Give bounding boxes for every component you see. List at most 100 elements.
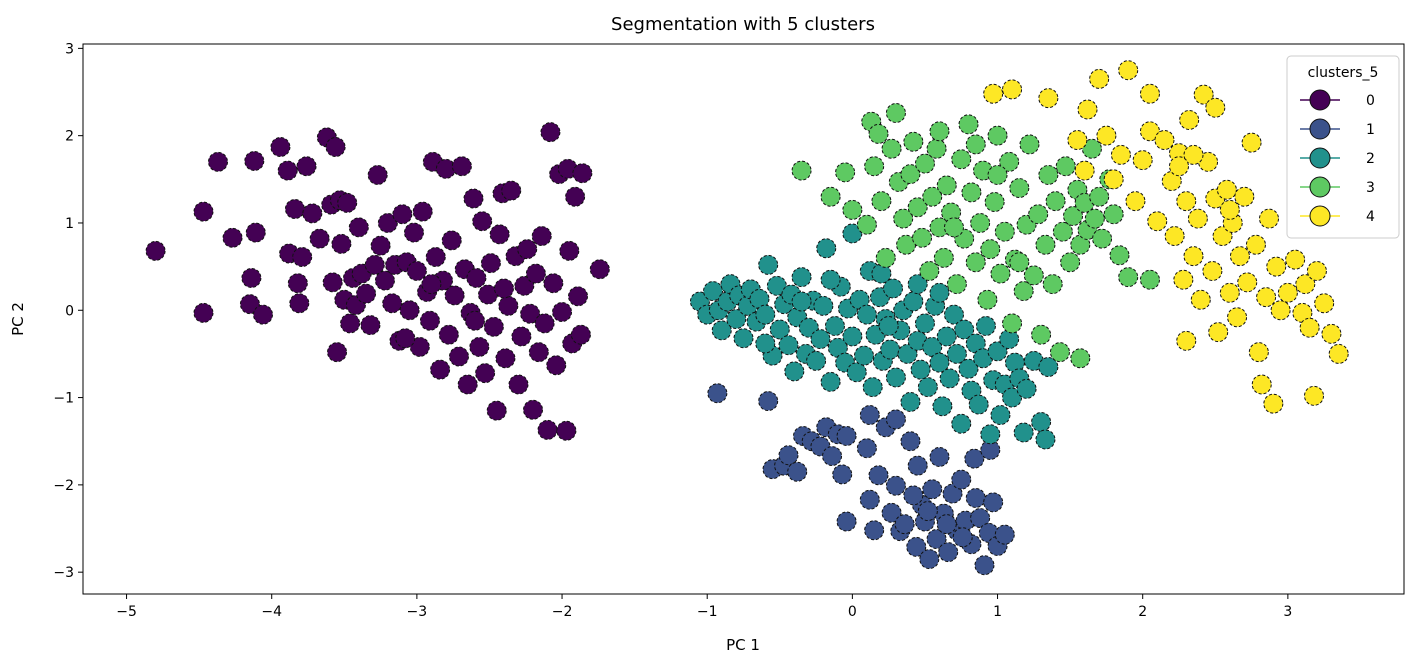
- point-cluster-3-60: [1063, 205, 1084, 226]
- point-cluster-4-31: [1205, 97, 1226, 118]
- point-cluster-4-22: [1176, 330, 1197, 351]
- point-cluster-0-38: [370, 235, 391, 256]
- legend-label: 2: [1366, 151, 1375, 167]
- x-axis: −5 −4 −3 −2 −1 0 1 2 3: [116, 594, 1292, 620]
- series-2: [689, 223, 1059, 450]
- y-tick-label: −1: [53, 391, 74, 407]
- point-cluster-3-56: [1049, 342, 1070, 363]
- point-cluster-1-42: [974, 555, 995, 576]
- point-cluster-2-64: [929, 352, 950, 373]
- point-cluster-2-43: [856, 304, 877, 325]
- point-cluster-3-68: [1092, 228, 1113, 249]
- point-cluster-2-30: [813, 295, 834, 316]
- point-cluster-2-78: [980, 424, 1001, 445]
- point-cluster-2-87: [1013, 422, 1034, 443]
- point-cluster-0-55: [430, 359, 451, 380]
- point-cluster-0-92: [540, 122, 561, 143]
- legend-label: 1: [1366, 122, 1375, 138]
- point-cluster-2-69: [946, 343, 967, 364]
- point-cluster-0-72: [480, 253, 501, 274]
- point-cluster-4-16: [1154, 130, 1175, 151]
- point-cluster-3-17: [907, 197, 928, 218]
- point-cluster-0-90: [534, 313, 555, 334]
- point-cluster-0-54: [425, 247, 446, 268]
- point-cluster-3-40: [990, 263, 1011, 284]
- point-cluster-3-32: [961, 182, 982, 203]
- series-3: [791, 102, 1160, 369]
- point-cluster-0-24: [327, 342, 348, 363]
- point-cluster-3-19: [914, 153, 935, 174]
- point-cluster-3-4: [856, 214, 877, 235]
- point-cluster-0-77: [495, 348, 516, 369]
- point-cluster-0-1: [193, 201, 214, 222]
- point-cluster-1-37: [951, 469, 972, 490]
- point-cluster-3-37: [980, 239, 1001, 260]
- point-cluster-4-40: [1237, 272, 1258, 293]
- point-cluster-0-17: [296, 156, 317, 177]
- point-cluster-3-76: [987, 164, 1008, 185]
- legend-label: 4: [1366, 209, 1375, 225]
- point-cluster-4-10: [1118, 60, 1139, 81]
- point-cluster-0-84: [517, 239, 538, 260]
- point-cluster-0-82: [511, 326, 532, 347]
- point-cluster-1-13: [836, 425, 857, 446]
- point-cluster-0-108: [464, 310, 485, 331]
- point-cluster-0-89: [531, 226, 552, 247]
- point-cluster-4-4: [1074, 160, 1095, 181]
- point-cluster-3-52: [1035, 234, 1056, 255]
- point-cluster-4-41: [1241, 132, 1262, 153]
- point-cluster-1-12: [832, 464, 853, 485]
- point-cluster-2-61: [917, 377, 938, 398]
- point-cluster-0-13: [284, 199, 305, 219]
- point-cluster-0-52: [419, 310, 440, 331]
- point-cluster-4-26: [1190, 289, 1211, 310]
- point-cluster-1-18: [868, 465, 889, 486]
- legend-marker: [1309, 89, 1331, 111]
- point-cluster-4-17: [1161, 171, 1182, 192]
- point-cluster-3-29: [951, 149, 972, 170]
- point-cluster-3-1: [820, 186, 841, 207]
- point-cluster-2-15: [758, 254, 779, 275]
- x-tick-label: 1: [993, 604, 1002, 620]
- point-cluster-0-8: [245, 222, 266, 243]
- point-cluster-2-93: [755, 333, 776, 354]
- y-tick-label: −3: [53, 565, 74, 581]
- point-cluster-1-16: [859, 489, 880, 510]
- point-cluster-4-0: [983, 83, 1004, 104]
- point-cluster-2-40: [846, 362, 867, 383]
- point-cluster-2-24: [791, 267, 812, 288]
- point-cluster-2-83: [999, 329, 1020, 350]
- point-cluster-3-66: [1084, 208, 1105, 229]
- point-cluster-2-72: [958, 358, 979, 379]
- point-cluster-0-66: [463, 188, 484, 209]
- point-cluster-4-53: [1295, 274, 1316, 295]
- point-cluster-0-49: [409, 336, 430, 357]
- point-cluster-2-32: [820, 371, 841, 392]
- point-cluster-2-97: [929, 282, 950, 303]
- point-cluster-4-43: [1248, 342, 1269, 363]
- legend-entry-3: 3: [1300, 176, 1375, 198]
- point-cluster-3-6: [864, 156, 885, 177]
- point-cluster-2-38: [842, 326, 863, 347]
- point-cluster-2-75: [968, 394, 989, 415]
- point-cluster-3-75: [943, 217, 964, 238]
- point-cluster-2-57: [903, 291, 924, 312]
- point-cluster-3-38: [984, 192, 1005, 213]
- legend-entry-4: 4: [1300, 205, 1375, 227]
- point-cluster-2-68: [943, 304, 964, 325]
- point-cluster-3-49: [1023, 265, 1044, 286]
- y-tick-label: 1: [65, 216, 74, 232]
- point-cluster-0-85: [520, 303, 541, 324]
- point-cluster-3-57: [1052, 221, 1073, 242]
- point-cluster-2-4: [711, 320, 732, 341]
- series-0: [145, 122, 610, 441]
- point-cluster-1-10: [822, 446, 843, 467]
- point-cluster-2-45: [862, 377, 883, 398]
- point-cluster-3-24: [929, 121, 950, 142]
- point-cluster-3-15: [900, 164, 921, 185]
- point-cluster-4-55: [1304, 385, 1324, 406]
- point-cluster-3-51: [1031, 324, 1052, 345]
- point-cluster-4-34: [1216, 179, 1237, 200]
- point-cluster-0-107: [395, 328, 416, 349]
- point-cluster-2-80: [987, 341, 1008, 362]
